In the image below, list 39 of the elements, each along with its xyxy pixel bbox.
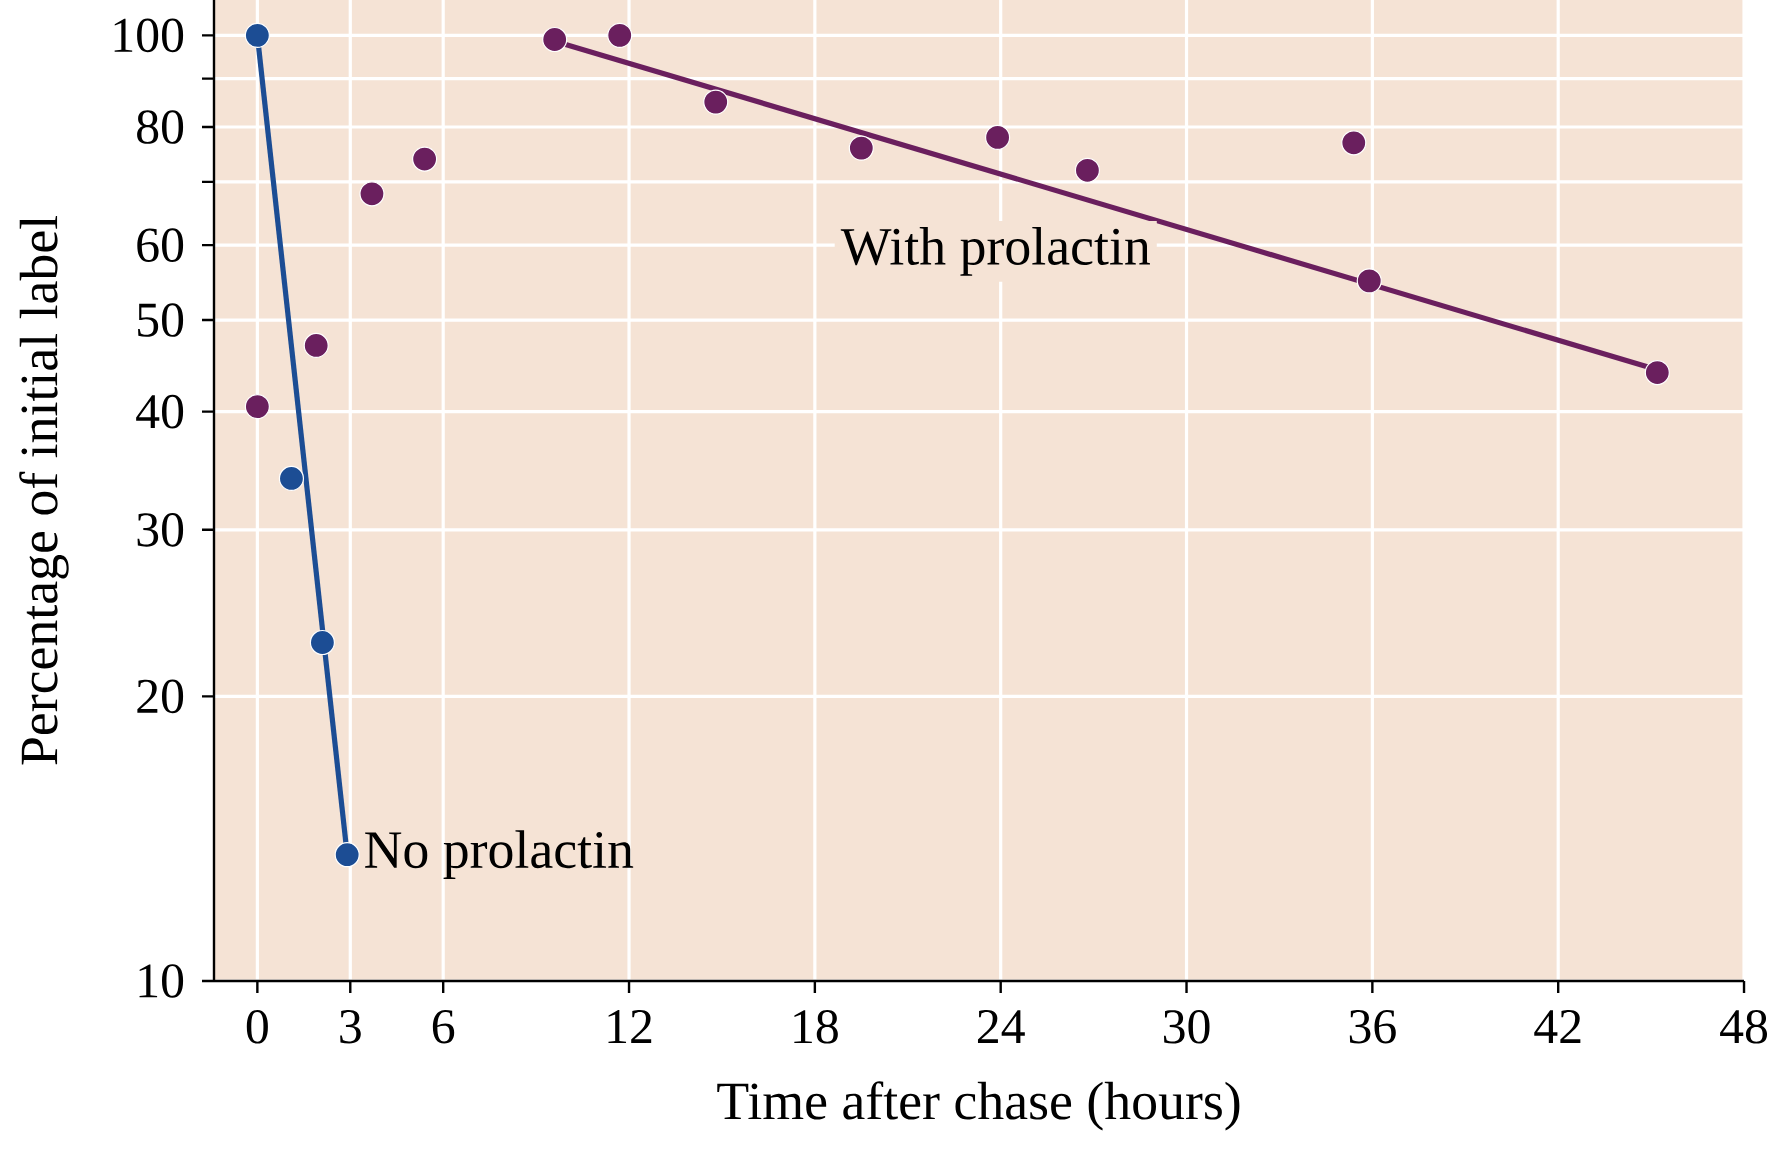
point [303,332,329,359]
x-tick-label: 24 [977,1009,1025,1043]
point [309,629,336,656]
x-tick-label: 0 [246,1009,268,1044]
point [984,124,1011,151]
x-tick-label: 36 [1349,1009,1396,1044]
x-tick-label: 30 [1163,1009,1210,1044]
point [607,22,633,48]
point [1644,359,1670,386]
point [412,146,438,172]
y-tick-label: 100 [114,18,184,53]
y-tick-label: 10 [139,964,184,998]
x-tick-label: 6 [432,1009,455,1044]
y-tick-label: 80 [137,110,184,144]
point [334,842,360,868]
x-tick-label: 48 [1720,1009,1768,1044]
x-tick-label: 12 [608,1009,652,1043]
x-tick-label: 42 [1534,1009,1581,1043]
y-tick-label: 60 [137,228,184,262]
x-axis-title: Time after chase (hours) [717,1081,1240,1131]
point [278,465,305,492]
point [1341,130,1367,156]
point [1356,268,1382,294]
y-tick-label: 20 [137,679,184,714]
y-axis-title: Percentage of initial label [19,215,69,765]
point [542,26,568,53]
point [244,393,270,420]
point [703,89,729,115]
point [359,181,385,207]
series-label: No prolactin [365,830,634,880]
series-label: With prolactin [840,227,1150,276]
y-tick-label: 40 [136,394,184,429]
y-tick-label: 50 [138,303,184,337]
point [848,135,874,161]
x-tick-label: 18 [794,1009,838,1044]
point [244,22,270,48]
x-tick-label: 3 [340,1009,361,1044]
y-tick-label: 30 [137,513,184,547]
point [1074,157,1101,183]
